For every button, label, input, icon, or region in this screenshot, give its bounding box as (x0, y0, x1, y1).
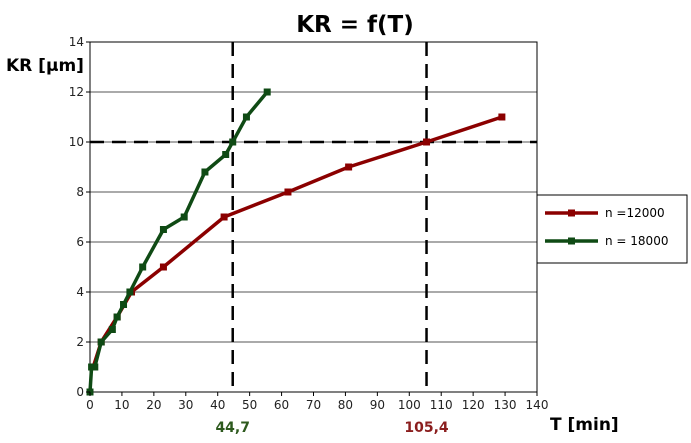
y-tick-label: 2 (76, 335, 84, 349)
x-tick-label: 70 (306, 398, 321, 412)
x-tick-label: 10 (114, 398, 129, 412)
x-tick-label: 130 (494, 398, 517, 412)
data-point (229, 138, 237, 146)
x-axis-label: T [min] (550, 415, 619, 435)
y-tick-label: 8 (76, 185, 84, 199)
data-point (498, 113, 506, 121)
data-point (345, 163, 353, 171)
chart-title: KR = f(T) (296, 12, 414, 38)
y-tick-label: 4 (76, 285, 84, 299)
data-point (201, 168, 209, 176)
data-point (139, 263, 147, 271)
x-tick-label: 110 (430, 398, 453, 412)
legend-label: n =12000 (605, 206, 665, 220)
y-tick-label: 14 (69, 35, 84, 49)
x-tick-label: 120 (462, 398, 485, 412)
x-tick-label: 20 (146, 398, 161, 412)
x-tick-label: 30 (178, 398, 193, 412)
x-tick-label: 50 (242, 398, 257, 412)
data-point (120, 301, 128, 308)
data-point (284, 188, 292, 196)
y-axis-label: KR [µm] (6, 56, 84, 76)
reference-lines: 44,7 105,4 (90, 42, 537, 436)
legend-box (536, 194, 688, 264)
x-tick-label: 60 (274, 398, 289, 412)
series-line (88, 90, 269, 393)
data-point (126, 288, 134, 296)
legend-label: n = 18000 (605, 234, 668, 248)
legend: n =12000 n = 18000 (536, 194, 688, 264)
data-point (222, 151, 230, 158)
data-point (220, 213, 228, 221)
x-tick-label: 140 (526, 398, 549, 412)
data-point (263, 88, 271, 96)
data-point (159, 226, 167, 233)
data-point (159, 263, 167, 271)
series-layer (86, 88, 506, 396)
plot-frame (89, 41, 538, 393)
x-tick-label: 80 (338, 398, 353, 412)
y-tick-label: 0 (76, 385, 84, 399)
data-point (113, 313, 121, 321)
tick-labels: 0 10 20 30 40 50 60 70 80 90 100 110 120 130 140 0 2 4 6 8 1… (69, 35, 549, 412)
y-tick-label: 10 (69, 135, 84, 149)
legend-marker (568, 209, 575, 217)
reference-line-label: 105,4 (404, 420, 449, 436)
data-point (423, 138, 431, 146)
data-point (97, 338, 105, 346)
x-tick-label: 90 (370, 398, 385, 412)
y-tick-label: 6 (76, 235, 84, 249)
grid-layer (90, 91, 537, 343)
y-tick-label: 12 (69, 85, 84, 99)
data-point (91, 363, 99, 371)
data-point (108, 326, 116, 333)
x-tick-label: 100 (398, 398, 421, 412)
legend-marker (568, 237, 575, 245)
x-tick-label: 0 (86, 398, 94, 412)
data-point (242, 113, 250, 121)
reference-line-label: 44,7 (215, 420, 250, 436)
x-tick-label: 40 (210, 398, 225, 412)
data-point (180, 213, 188, 221)
